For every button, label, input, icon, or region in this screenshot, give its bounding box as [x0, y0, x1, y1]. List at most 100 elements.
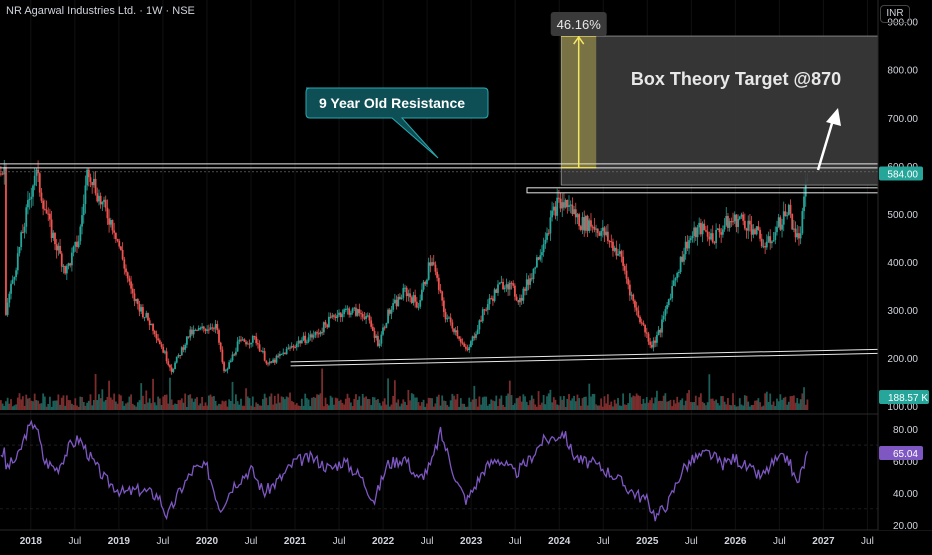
candle-body — [380, 334, 383, 344]
volume-bar — [377, 399, 379, 410]
candle-body — [319, 332, 322, 335]
volume-bar — [363, 397, 366, 410]
volume-bar — [554, 399, 557, 410]
volume-bar — [184, 393, 187, 410]
candle-body — [728, 221, 731, 228]
volume-bar — [299, 406, 302, 410]
volume-bar — [806, 399, 809, 410]
axis-background — [878, 0, 932, 530]
volume-bar — [21, 396, 24, 410]
volume-bar — [260, 405, 263, 410]
volume-bar — [480, 404, 482, 410]
volume-bar — [424, 406, 427, 410]
volume-bar — [285, 396, 288, 410]
candle-body — [760, 238, 763, 247]
candle-body — [245, 341, 247, 345]
candle-body — [792, 228, 795, 230]
candle-body — [158, 340, 161, 345]
candle-body — [353, 307, 356, 309]
candle-body — [490, 298, 493, 300]
volume-bar — [300, 398, 303, 410]
candle-body — [417, 306, 420, 308]
volume-bar — [18, 393, 21, 410]
candle-body — [625, 270, 628, 279]
currency-badge[interactable]: INR — [880, 5, 910, 23]
volume-bar — [426, 403, 428, 410]
candle-body — [473, 336, 476, 338]
volume-bar — [659, 400, 662, 410]
candle-body — [738, 216, 741, 220]
volume-bar — [79, 396, 82, 410]
candle-body — [174, 362, 176, 370]
volume-bar — [191, 398, 193, 410]
candle-body — [42, 200, 45, 209]
candle-body — [126, 272, 129, 279]
volume-bar — [710, 398, 712, 410]
volume-bar — [179, 400, 182, 410]
volume-bar — [486, 405, 489, 410]
volume-bar — [25, 394, 28, 410]
volume-bar — [361, 393, 364, 410]
candle-body — [62, 266, 65, 268]
volume-bar — [691, 402, 694, 410]
volume-bar — [355, 394, 357, 410]
candle-body — [202, 326, 205, 329]
volume-bar — [728, 404, 731, 410]
volume-bar — [147, 402, 149, 410]
candle-body — [5, 167, 7, 315]
volume-bar — [98, 394, 100, 410]
candle-body — [94, 178, 97, 194]
volume-bar — [662, 395, 665, 410]
volume-bar — [165, 394, 168, 410]
candle-body — [258, 344, 261, 351]
candle-body — [698, 222, 701, 228]
candle-body — [140, 307, 143, 312]
price-tick-label: 400.00 — [887, 258, 918, 269]
rsi-tick-label: 60.00 — [893, 457, 918, 468]
target-arrow-head — [826, 108, 841, 126]
symbol-title[interactable]: NR Agarwal Industries Ltd. · 1W · NSE — [6, 5, 195, 17]
candle-body — [541, 252, 543, 256]
volume-bar — [644, 403, 646, 410]
candle-body — [520, 297, 523, 301]
candle-body — [422, 281, 425, 290]
volume-bar — [488, 403, 491, 410]
volume-bar — [688, 390, 690, 410]
volume-bar — [563, 395, 565, 410]
candle-body — [79, 226, 82, 242]
volume-bar — [574, 401, 577, 410]
candle-body — [47, 213, 50, 215]
candle-body — [50, 219, 53, 238]
volume-bar — [70, 403, 73, 410]
volume-bar — [104, 399, 107, 410]
candle-body — [128, 278, 131, 282]
volume-bar — [505, 395, 508, 410]
volume-bar — [206, 405, 209, 410]
volume-bar — [241, 405, 244, 410]
volume-bar — [76, 405, 78, 410]
volume-bar — [62, 395, 65, 410]
candle-body — [586, 215, 589, 231]
drawings-layer[interactable]: 46.16% Box Theory Target @870 9 Year Old R… — [0, 12, 879, 367]
candle-body — [471, 336, 474, 342]
candle-body — [284, 352, 286, 355]
volume-bar — [743, 395, 746, 410]
volume-bar — [297, 405, 300, 410]
candle-body — [718, 228, 721, 233]
candle-body — [525, 279, 528, 291]
volume-bar — [601, 406, 604, 410]
candle-body — [397, 296, 400, 307]
candle-body — [623, 265, 626, 271]
candle-body — [730, 221, 733, 223]
volume-bar — [96, 400, 99, 410]
volume-bar — [787, 401, 790, 410]
volume-bar — [564, 406, 567, 410]
volume-bar — [524, 396, 526, 410]
candle-body — [101, 201, 104, 205]
volume-bar — [312, 397, 315, 410]
volume-bar — [157, 396, 160, 410]
volume-bar — [740, 404, 743, 410]
candle-body — [106, 207, 109, 219]
